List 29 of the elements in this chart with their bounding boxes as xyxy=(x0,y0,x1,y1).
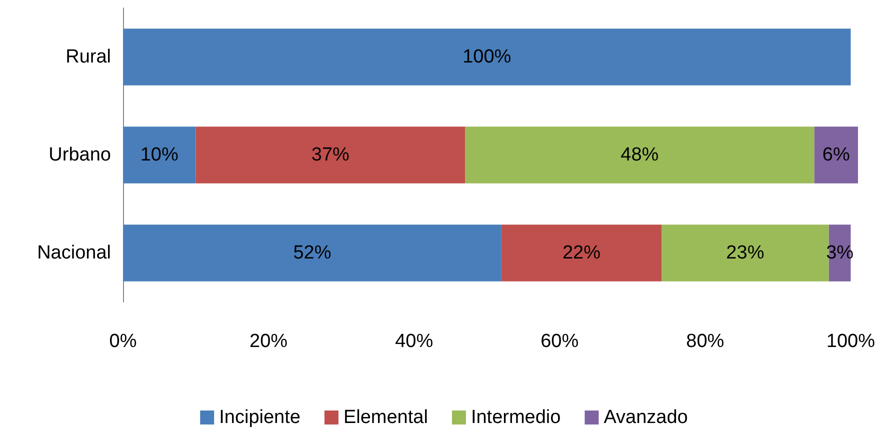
bar xyxy=(196,126,466,184)
data-label: 10% xyxy=(140,144,179,166)
data-label: 22% xyxy=(562,242,601,264)
bar xyxy=(123,126,196,184)
bar xyxy=(123,28,851,86)
y-tick-label: Urbano xyxy=(48,144,111,166)
data-label: 48% xyxy=(620,144,659,166)
x-tick-label: 0% xyxy=(109,331,137,352)
legend-label: Intermedio xyxy=(470,407,561,428)
x-tick-label: 60% xyxy=(540,331,579,352)
data-label: 23% xyxy=(726,242,764,264)
bar xyxy=(662,224,829,282)
x-tick-label: 100% xyxy=(826,331,876,352)
y-tick-label: Nacional xyxy=(37,242,111,264)
bar xyxy=(123,224,502,282)
legend-label: Incipiente xyxy=(219,407,300,428)
legend-label: Elemental xyxy=(343,407,428,428)
bar xyxy=(501,224,662,282)
x-tick-label: 80% xyxy=(686,331,724,352)
x-tick-label: 20% xyxy=(250,331,288,352)
y-tick-label: Rural xyxy=(66,46,111,68)
bar xyxy=(814,126,858,184)
data-label: 100% xyxy=(462,46,512,68)
data-label: 6% xyxy=(822,144,850,166)
bar xyxy=(465,126,814,184)
x-tick-label: 40% xyxy=(395,331,434,352)
data-label: 52% xyxy=(293,242,332,264)
data-label: 37% xyxy=(311,144,350,166)
legend-label: Avanzado xyxy=(604,407,688,428)
